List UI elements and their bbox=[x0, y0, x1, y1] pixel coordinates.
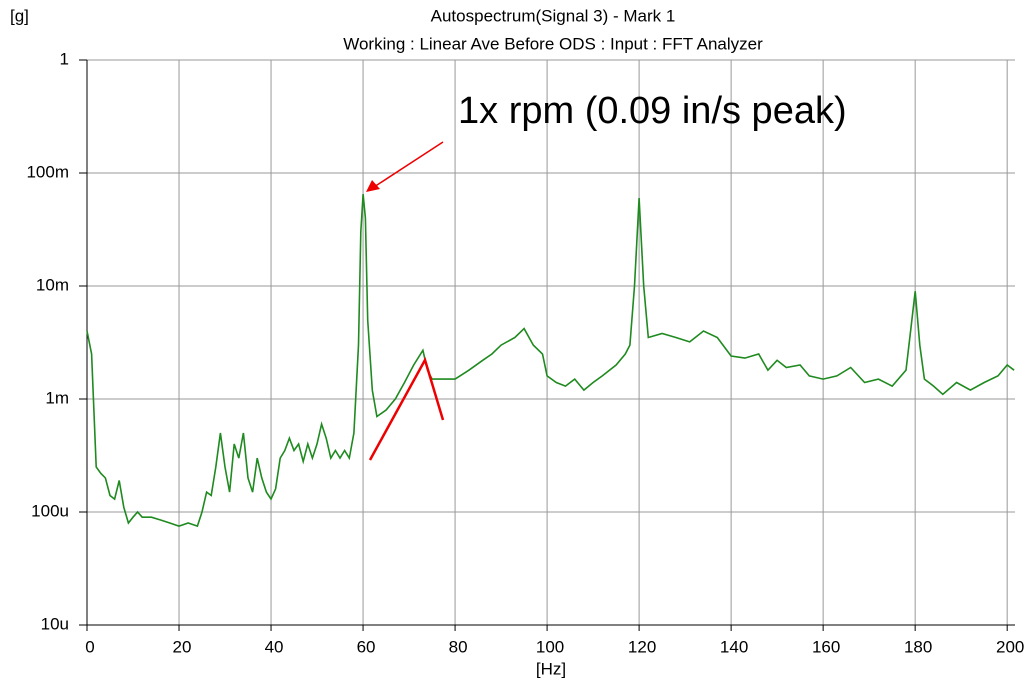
annotation: 1x rpm (0.09 in/s peak) bbox=[458, 90, 847, 132]
x-tick-label: 0 bbox=[85, 637, 94, 656]
annotation-arrow bbox=[373, 141, 444, 188]
x-tick-label: 60 bbox=[357, 637, 376, 656]
x-tick-label: 20 bbox=[173, 637, 192, 656]
y-tick-label: 1 bbox=[60, 49, 69, 68]
x-tick-label: 80 bbox=[449, 637, 468, 656]
y-tick-label: 100m bbox=[26, 162, 69, 181]
y-tick-label: 100u bbox=[31, 501, 69, 520]
x-tick-label: 200 bbox=[996, 637, 1024, 656]
x-tick-label: 120 bbox=[628, 637, 656, 656]
x-tick-label: 100 bbox=[536, 637, 564, 656]
chart-subtitle: Working : Linear Ave Before ODS : Input … bbox=[343, 34, 763, 53]
y-axis-label: [g] bbox=[10, 6, 29, 25]
x-tick-label: 140 bbox=[720, 637, 748, 656]
spectrum-line bbox=[86, 194, 1015, 528]
annotation-lines bbox=[368, 356, 445, 461]
y-tick-label: 1m bbox=[45, 388, 69, 407]
x-axis-label: [Hz] bbox=[536, 659, 566, 678]
chart-title: Autospectrum(Signal 3) - Mark 1 bbox=[431, 6, 676, 25]
y-tick-label: 10m bbox=[36, 275, 69, 294]
x-tick-label: 160 bbox=[812, 637, 840, 656]
x-tick-label: 180 bbox=[904, 637, 932, 656]
x-tick-label: 40 bbox=[265, 637, 284, 656]
y-tick-label: 10u bbox=[41, 614, 69, 633]
plot-area: 10u 100u 1m 10m 100m 1 0 20 40 60 80 100 120 140 160 18… bbox=[26, 49, 1024, 656]
arrow-head bbox=[366, 180, 380, 192]
